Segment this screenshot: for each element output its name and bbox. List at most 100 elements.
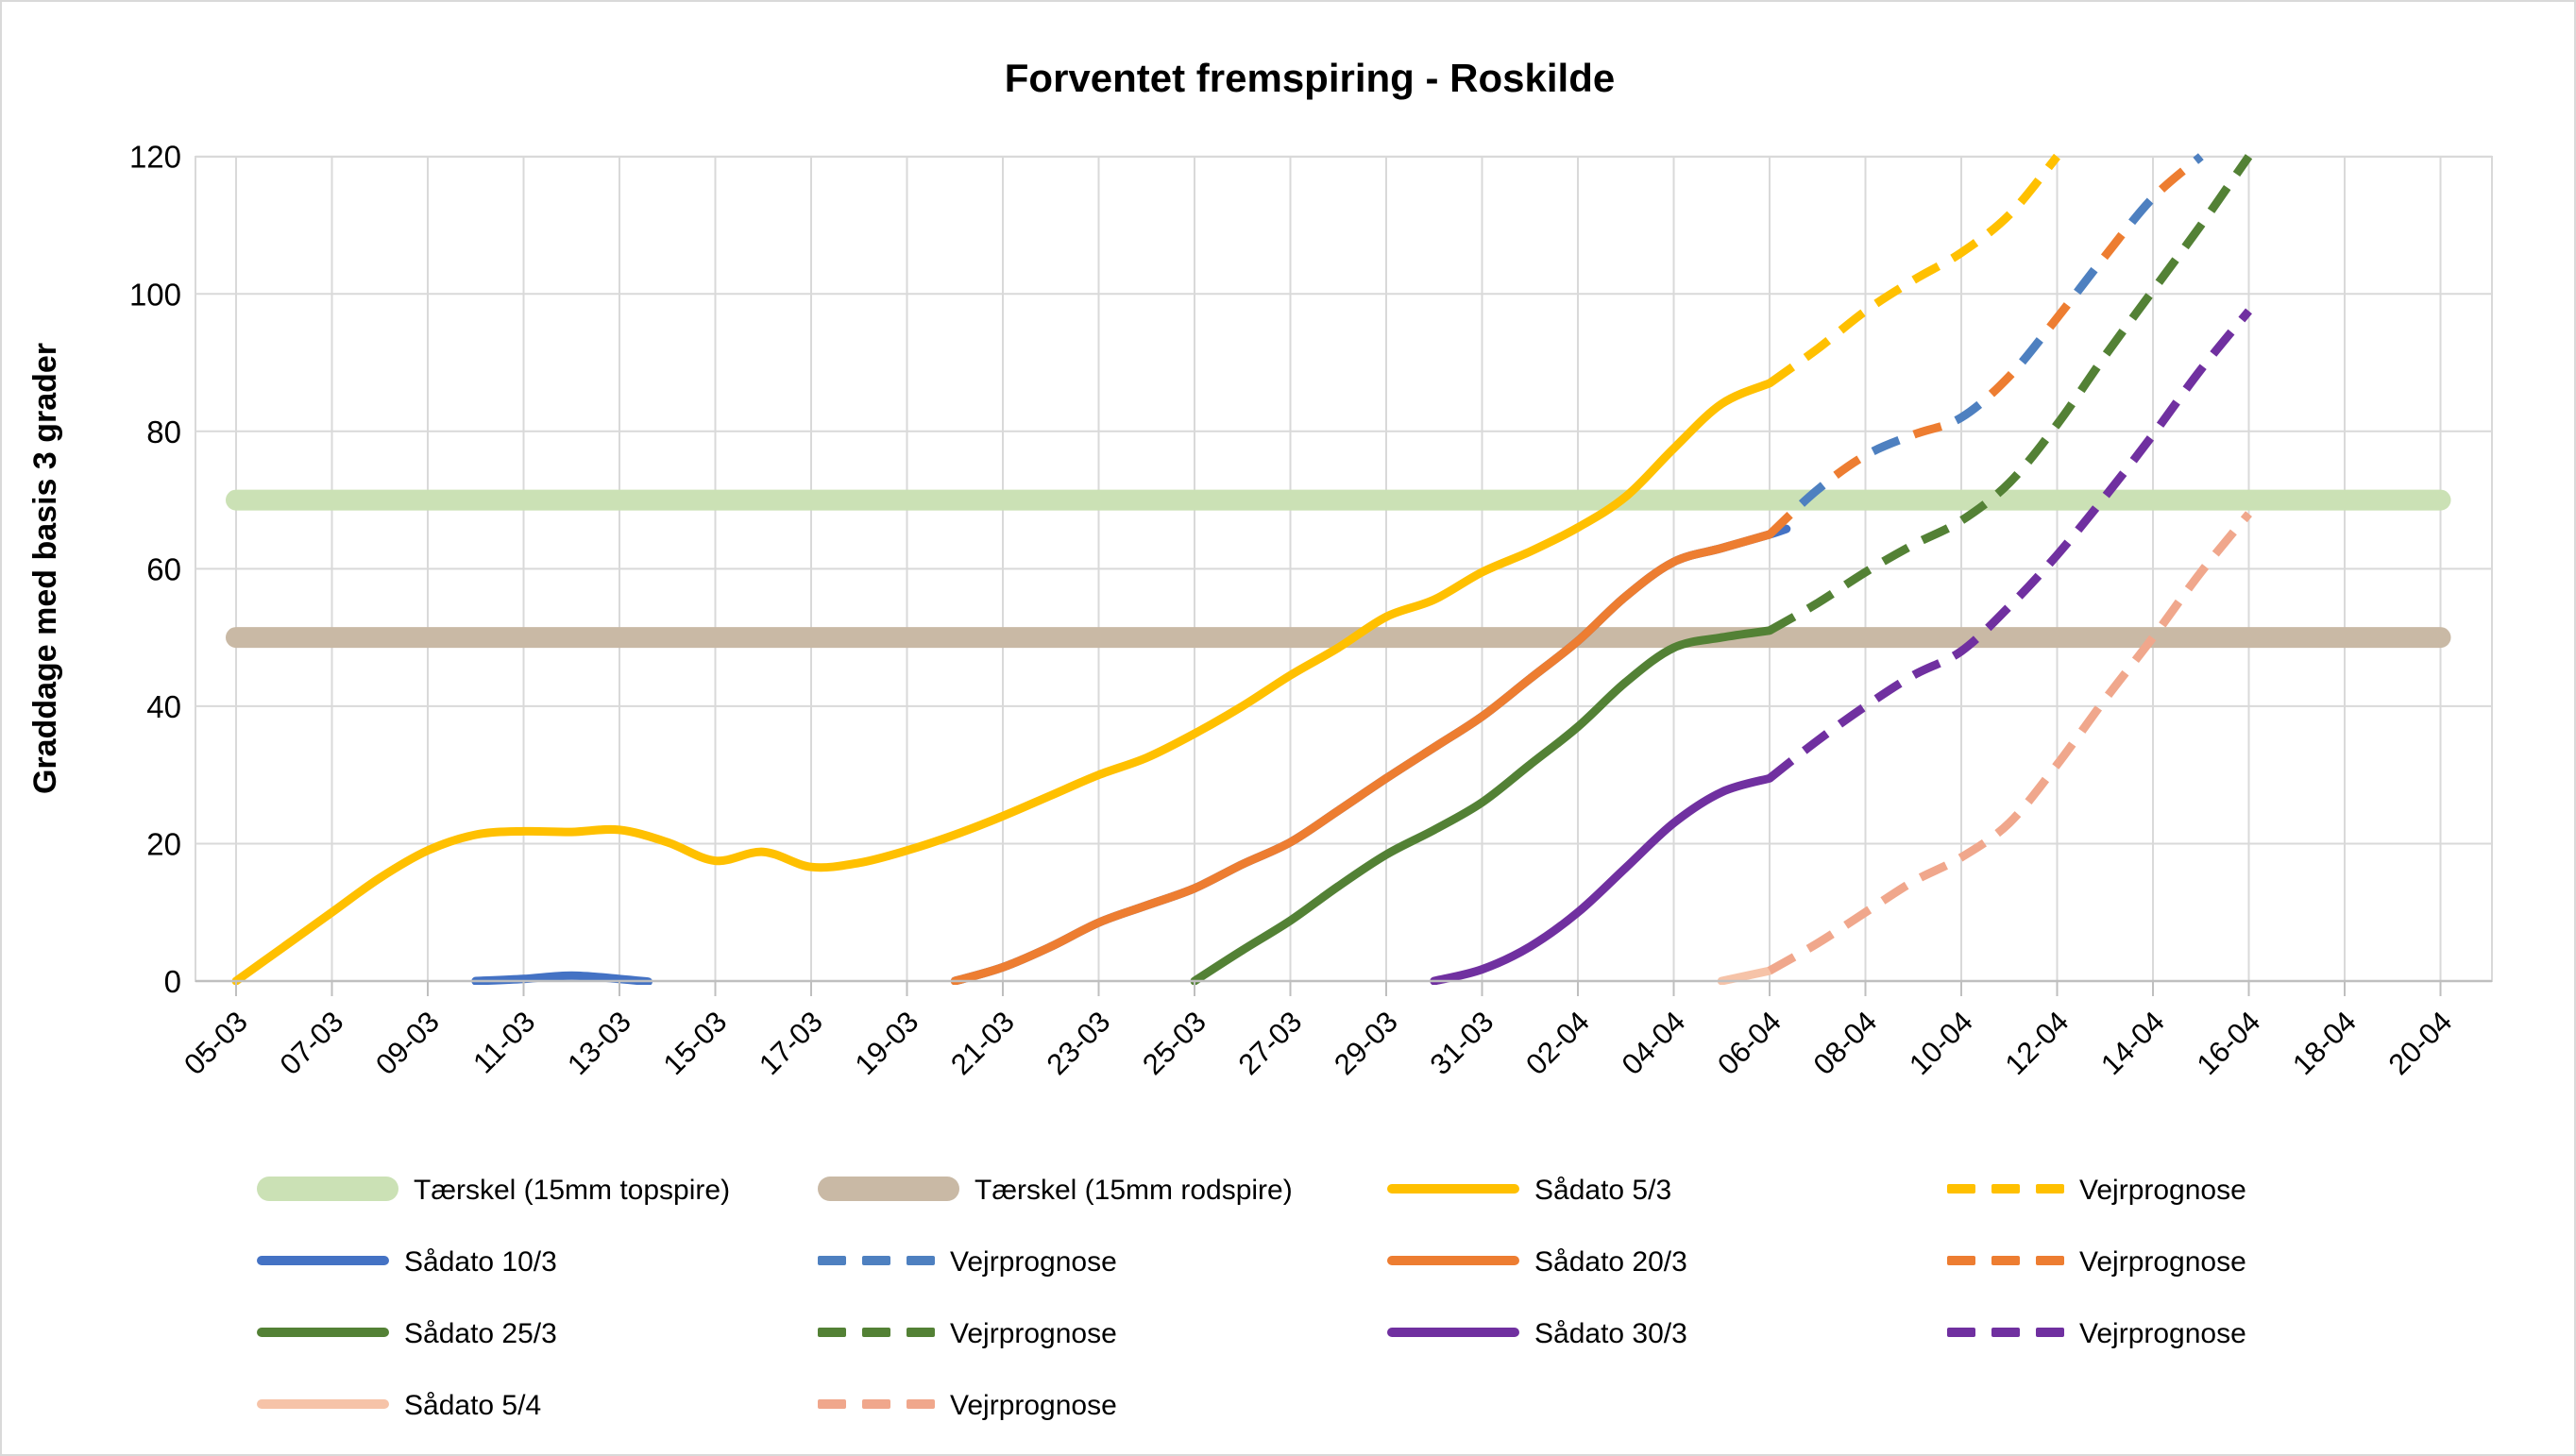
data-line [231, 379, 1774, 985]
chart-title: Forventet fremspiring - Roskilde [1005, 56, 1615, 100]
legend-dash-swatch [907, 1328, 935, 1337]
data-line [950, 530, 1774, 985]
x-tick-label: 12-04 [1999, 1005, 2076, 1081]
legend-item: Sådato 30/3 [1387, 1318, 1687, 1349]
x-tick-label: 19-03 [849, 1005, 925, 1081]
x-tick-label: 07-03 [274, 1005, 350, 1081]
legend-label: Vejrprognose [950, 1246, 1117, 1278]
legend-label: Sådato 5/3 [1534, 1175, 1671, 1206]
legend-dash-swatch [2036, 1184, 2064, 1194]
legend-item: Sådato 10/3 [257, 1246, 557, 1278]
legend-item: Tærskel (15mm topspire) [257, 1175, 730, 1206]
series-saadato-30-3 [1430, 773, 1774, 985]
y-tick-label: 0 [164, 964, 181, 999]
series-vejrprognose-20-3 [1766, 153, 2204, 538]
data-line [1190, 626, 1774, 985]
legend-item: Vejrprognose [818, 1390, 1117, 1421]
series-vejrprognose-10-3 [1766, 153, 2204, 538]
data-line [1766, 153, 2204, 538]
legend-dash-swatch [907, 1399, 935, 1409]
legend-band-swatch [818, 1177, 959, 1201]
series-saadato-25-3 [1190, 626, 1774, 985]
x-tick-label: 10-04 [1903, 1005, 1979, 1081]
y-tick-label: 100 [129, 277, 181, 312]
legend-line-swatch [1387, 1256, 1519, 1265]
legend-label: Vejrprognose [950, 1390, 1117, 1421]
x-tick-label: 02-04 [1519, 1005, 1596, 1081]
x-tick-label: 23-03 [1041, 1005, 1117, 1081]
legend-dash-swatch [1947, 1256, 1975, 1265]
legend-item: Sådato 5/4 [257, 1390, 541, 1421]
legend: Tærskel (15mm topspire) Tærskel (15mm rod… [257, 1175, 2246, 1421]
x-tick-label: 11-03 [466, 1005, 541, 1079]
legend-dash-swatch [862, 1256, 890, 1265]
data-line [1430, 773, 1774, 985]
data-line [950, 524, 1791, 985]
y-tick-label: 60 [146, 551, 181, 586]
legend-dash-swatch [862, 1399, 890, 1409]
gridlines [195, 155, 2493, 982]
legend-label: Sådato 30/3 [1534, 1318, 1687, 1349]
legend-label: Vejrprognose [2079, 1175, 2246, 1206]
legend-dash-swatch [1947, 1328, 1975, 1337]
legend-line-swatch [257, 1328, 389, 1337]
x-tick-label: 14-04 [2094, 1005, 2171, 1081]
x-tick-label: 16-04 [2191, 1005, 2267, 1081]
legend-item: Sådato 25/3 [257, 1318, 557, 1349]
legend-item: Vejrprognose [1947, 1246, 2246, 1278]
legend-label: Tærskel (15mm rodspire) [974, 1175, 1293, 1206]
legend-label: Vejrprognose [950, 1318, 1117, 1349]
legend-label: Sådato 5/4 [404, 1390, 541, 1421]
data-line [1767, 153, 2060, 387]
data-line [1767, 511, 2252, 974]
legend-line-swatch [1387, 1184, 1519, 1194]
legend-item: Vejrprognose [1947, 1318, 2246, 1349]
x-tick-label: 08-04 [1807, 1005, 1884, 1081]
legend-dash-swatch [818, 1256, 846, 1265]
x-tick-label: 04-04 [1616, 1005, 1692, 1081]
x-tick-label: 20-04 [2382, 1005, 2459, 1081]
legend-dash-swatch [1991, 1184, 2020, 1194]
data-line [1767, 308, 2252, 782]
series-vejrprognose-5-4 [1767, 511, 2252, 974]
x-tick-label: 05-03 [178, 1005, 254, 1081]
series-saadato-5-4 [1717, 966, 1774, 985]
plot-area: 0 20 40 60 80 100 120 05-03 07-03 09-03 11-03 13-03… [129, 140, 2493, 1081]
legend-dash-swatch [2036, 1328, 2064, 1337]
legend-item: Vejrprognose [818, 1246, 1117, 1278]
legend-item: Tærskel (15mm rodspire) [818, 1175, 1293, 1206]
y-tick-label: 120 [129, 140, 181, 175]
series-saadato-5-3 [231, 379, 1774, 985]
legend-item: Vejrprognose [818, 1318, 1117, 1349]
legend-dash-swatch [818, 1399, 846, 1409]
legend-label: Tærskel (15mm topspire) [414, 1175, 730, 1206]
data-line [1717, 966, 1774, 985]
legend-label: Sådato 10/3 [404, 1246, 557, 1278]
y-tick-label: 40 [146, 689, 181, 724]
x-tick-label: 31-03 [1424, 1005, 1500, 1081]
series-vejrprognose-30-3 [1767, 308, 2252, 782]
series-layer [226, 153, 2451, 985]
legend-label: Sådato 25/3 [404, 1318, 557, 1349]
legend-line-swatch [257, 1256, 389, 1265]
legend-dash-swatch [818, 1328, 846, 1337]
x-tick-label: 27-03 [1232, 1005, 1309, 1081]
x-tick-label: 06-04 [1711, 1005, 1788, 1081]
legend-dash-swatch [907, 1256, 935, 1265]
x-tick-label: 17-03 [753, 1005, 829, 1081]
data-line [1767, 154, 2253, 635]
y-tick-labels: 0 20 40 60 80 100 120 [129, 140, 181, 999]
axes [195, 979, 2492, 996]
x-tick-labels: 05-03 07-03 09-03 11-03 13-03 15-03 17-03 19-03… [178, 1005, 2458, 1081]
y-tick-label: 80 [146, 415, 181, 449]
legend-label: Vejrprognose [2079, 1246, 2246, 1278]
legend-label: Sådato 20/3 [1534, 1246, 1687, 1278]
legend-item: Sådato 20/3 [1387, 1246, 1687, 1278]
y-tick-label: 20 [146, 826, 181, 861]
legend-item: Vejrprognose [1947, 1175, 2246, 1206]
legend-dash-swatch [1947, 1184, 1975, 1194]
x-tick-label: 21-03 [944, 1005, 1021, 1081]
y-axis-title: Graddage med basis 3 grader [27, 343, 63, 794]
